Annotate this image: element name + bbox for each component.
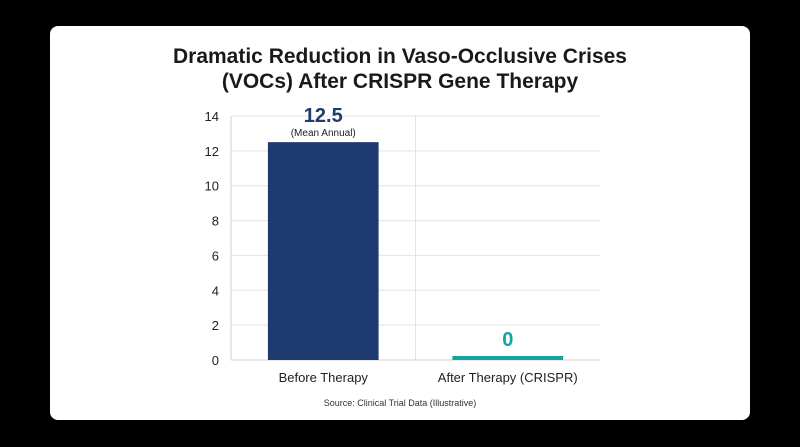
x-category-label: After Therapy (CRISPR) xyxy=(438,370,578,385)
bar-value-sublabel: (Mean Annual) xyxy=(291,128,356,139)
bar xyxy=(452,356,564,360)
y-tick-label: 6 xyxy=(212,248,219,263)
y-tick-label: 14 xyxy=(205,109,219,124)
chart-title-line-2: (VOCs) After CRISPR Gene Therapy xyxy=(221,70,579,93)
x-category-label: Before Therapy xyxy=(279,370,369,385)
y-tick-label: 2 xyxy=(212,318,219,333)
bar-chart: 0 2 4 6 8 10 12 14 12.5(Mean Annual) Before Thera… xyxy=(205,105,600,385)
y-tick-label: 10 xyxy=(205,179,219,194)
y-tick-label: 0 xyxy=(212,353,219,368)
bar-value-label: 12.5 xyxy=(304,105,343,127)
bar-value-label: 0 xyxy=(502,329,513,351)
y-tick-label: 8 xyxy=(212,214,219,229)
y-tick-label: 12 xyxy=(205,144,219,159)
chart-title-line-1: Dramatic Reduction in Vaso-Occlusive Cri… xyxy=(172,45,627,68)
chart-title: Dramatic Reduction in Vaso-Occlusive Cri… xyxy=(50,44,750,94)
y-tick-label: 4 xyxy=(212,283,219,298)
chart-card: Dramatic Reduction in Vaso-Occlusive Cri… xyxy=(50,26,750,420)
chart-source: Source: Clinical Trial Data (Illustrativ… xyxy=(323,398,477,408)
bar xyxy=(267,142,379,360)
